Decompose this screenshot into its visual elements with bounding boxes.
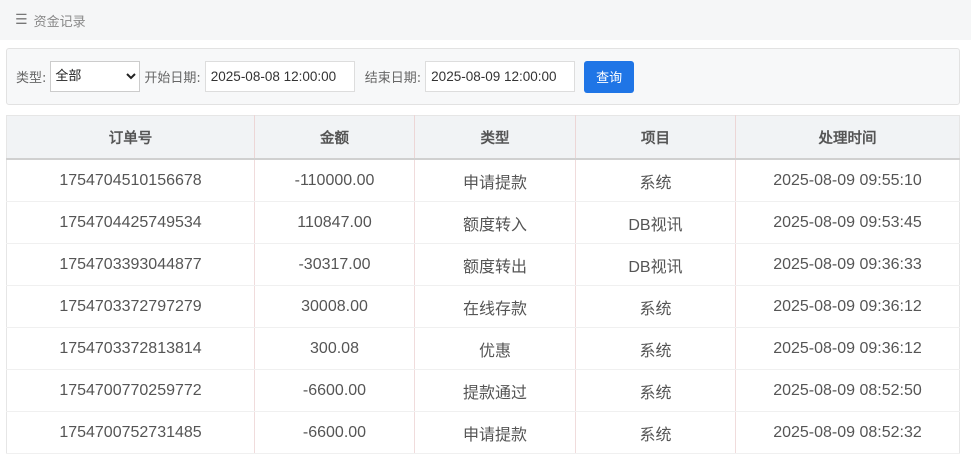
table-cell: 系统 bbox=[575, 411, 736, 454]
table-cell: DB视讯 bbox=[575, 201, 736, 244]
table-cell: DB视讯 bbox=[575, 243, 736, 286]
start-date-label: 开始日期: bbox=[144, 71, 201, 86]
column-header: 订单号 bbox=[6, 115, 255, 160]
table-cell: -6600.00 bbox=[254, 411, 415, 454]
column-header: 处理时间 bbox=[735, 115, 960, 160]
table-cell: 系统 bbox=[575, 159, 736, 202]
table-cell: 1754700770259772 bbox=[6, 369, 255, 412]
end-date-input[interactable] bbox=[425, 61, 576, 92]
table-cell: 2025-08-09 09:36:12 bbox=[735, 285, 960, 328]
table-cell: 1754703393044877 bbox=[6, 243, 255, 286]
table-cell: 1754703372813814 bbox=[6, 327, 255, 370]
column-header: 项目 bbox=[575, 115, 736, 160]
table-row: 1754703372797279 30008.00 在线存款 系统 2025-08-09… bbox=[6, 285, 960, 328]
table-cell: -110000.00 bbox=[254, 159, 415, 202]
query-button[interactable]: 查询 bbox=[584, 60, 635, 93]
table-cell: 申请提款 bbox=[414, 411, 576, 454]
table-cell: 系统 bbox=[575, 285, 736, 328]
table-cell: 300.08 bbox=[254, 327, 415, 370]
table-cell: 2025-08-09 08:52:32 bbox=[735, 411, 960, 454]
filter-bar: 类型: 全部 开始日期: 结束日期: 查询 bbox=[6, 48, 960, 105]
table-row: 1754703393044877 -30317.00 额度转出 DB视讯 2025-08… bbox=[6, 243, 960, 286]
table-cell: 2025-08-09 09:36:33 bbox=[735, 243, 960, 286]
table-cell: 申请提款 bbox=[414, 159, 576, 202]
table-cell: 2025-08-09 09:53:45 bbox=[735, 201, 960, 244]
end-date-label: 结束日期: bbox=[364, 71, 422, 86]
type-select[interactable]: 全部 bbox=[50, 61, 141, 92]
table-cell: 1754704425749534 bbox=[6, 201, 255, 244]
table-header: 订单号 金额 类型 项目 处理时间 bbox=[6, 115, 960, 160]
table-cell: 在线存款 bbox=[414, 285, 576, 328]
table-cell: 110847.00 bbox=[254, 201, 415, 244]
table-row: 1754700752731485 -6600.00 申请提款 系统 2025-08-09… bbox=[6, 411, 960, 454]
table-cell: 额度转入 bbox=[414, 201, 576, 244]
table-cell: 30008.00 bbox=[254, 285, 415, 328]
table-cell: 系统 bbox=[575, 369, 736, 412]
table-cell: 额度转出 bbox=[414, 243, 576, 286]
fund-records-table: 订单号 金额 类型 项目 处理时间 1754704510156678 -110000.00… bbox=[6, 115, 960, 454]
table-cell: 2025-08-09 09:36:12 bbox=[735, 327, 960, 370]
menu-icon[interactable]: ☰ bbox=[15, 12, 28, 28]
column-header: 类型 bbox=[414, 115, 576, 160]
type-label: 类型: bbox=[16, 71, 47, 86]
start-date-input[interactable] bbox=[204, 61, 355, 92]
top-bar: ☰ 资金记录 bbox=[0, 0, 971, 40]
page-title: 资金记录 bbox=[33, 14, 86, 30]
table-cell: -6600.00 bbox=[254, 369, 415, 412]
table-cell: 提款通过 bbox=[414, 369, 576, 412]
table-cell: 优惠 bbox=[414, 327, 576, 370]
table-cell: 1754700752731485 bbox=[6, 411, 255, 454]
table-row: 1754700770259772 -6600.00 提款通过 系统 2025-08-09… bbox=[6, 369, 960, 412]
table-cell: 2025-08-09 09:55:10 bbox=[735, 159, 960, 202]
table-row: 1754703372813814 300.08 优惠 系统 2025-08-09 09:… bbox=[6, 327, 960, 370]
column-header: 金额 bbox=[254, 115, 415, 160]
table-cell: 1754704510156678 bbox=[6, 159, 255, 202]
table-cell: 1754703372797279 bbox=[6, 285, 255, 328]
table-cell: -30317.00 bbox=[254, 243, 415, 286]
table-cell: 系统 bbox=[575, 327, 736, 370]
table-row: 1754704425749534 110847.00 额度转入 DB视讯 2025-08… bbox=[6, 201, 960, 244]
table-cell: 2025-08-09 08:52:50 bbox=[735, 369, 960, 412]
table-row: 1754704510156678 -110000.00 申请提款 系统 2025-08-… bbox=[6, 159, 960, 202]
